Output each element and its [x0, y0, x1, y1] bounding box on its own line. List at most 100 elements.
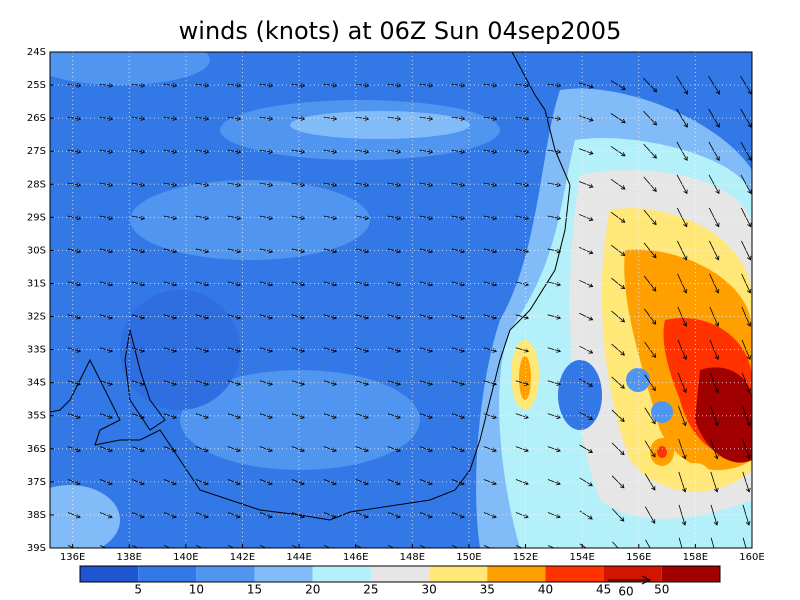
- wind-arrowhead: [364, 215, 370, 221]
- wind-arrowhead: [588, 183, 594, 188]
- wind-arrowhead: [682, 388, 687, 394]
- x-tick-label: 154E: [569, 552, 594, 563]
- x-tick-label: 158E: [683, 552, 708, 563]
- colorbar-label: 20: [305, 583, 320, 597]
- wind-arrowhead: [172, 149, 178, 155]
- wind-arrowhead: [588, 150, 594, 155]
- colorbar-bin: [545, 566, 604, 582]
- wind-arrowhead: [747, 222, 752, 228]
- y-tick-label: 29S: [27, 212, 46, 223]
- wind-arrowhead: [556, 182, 562, 188]
- colorbar: 5 10 15 20 25 30 35 40 45 50: [79, 565, 721, 597]
- colorbar-bin: [254, 566, 313, 582]
- wind-arrowhead: [236, 215, 242, 221]
- wind-arrowhead: [108, 83, 114, 88]
- colorbar-label: 10: [189, 583, 204, 597]
- wind-arrowhead: [651, 452, 656, 458]
- wind-arrowhead: [652, 120, 658, 126]
- chart-title: winds (knots) at 06Z Sun 04sep2005: [179, 17, 622, 45]
- x-tick-label: 150E: [456, 552, 481, 563]
- wind-arrowhead: [746, 454, 751, 460]
- colorbar-bin: [138, 566, 197, 582]
- wind-arrowhead: [683, 222, 688, 228]
- wind-arrowhead: [236, 116, 242, 121]
- wind-arrowhead: [556, 116, 562, 121]
- wind-arrowhead: [492, 116, 498, 121]
- wind-arrowhead: [140, 83, 146, 88]
- wind-arrowhead: [681, 487, 687, 493]
- colorbar-bin: [661, 566, 720, 582]
- x-tick-label: 146E: [343, 552, 368, 563]
- wind-arrowhead: [332, 149, 338, 155]
- y-tick-label: 39S: [27, 543, 46, 554]
- wind-arrowhead: [236, 149, 242, 155]
- colorbar-bin: [603, 566, 662, 582]
- wind-arrowhead: [268, 149, 274, 155]
- wind-arrowhead: [396, 182, 402, 188]
- y-tick-label: 38S: [27, 510, 46, 521]
- y-tick-label: 35S: [27, 411, 46, 422]
- wind-arrowhead: [682, 322, 688, 327]
- y-tick-label: 34S: [27, 378, 46, 389]
- wind-arrowhead: [747, 189, 752, 195]
- wind-arrowhead: [556, 83, 562, 88]
- colorbar-bin: [429, 566, 488, 582]
- wind-arrowhead: [715, 156, 720, 161]
- wind-arrowhead: [652, 253, 657, 259]
- wind-arrowhead: [746, 388, 751, 394]
- wind-arrowhead: [76, 149, 82, 155]
- y-tick-label: 31S: [27, 278, 46, 289]
- wind-arrowhead: [588, 415, 594, 420]
- y-tick-label: 30S: [27, 245, 46, 256]
- wind-arrowhead: [621, 118, 626, 124]
- wind-arrowhead: [682, 421, 687, 427]
- wind-arrowhead: [588, 481, 593, 487]
- reference-arrowhead: [641, 575, 652, 585]
- wind-arrowhead: [204, 215, 210, 221]
- wind-arrowhead: [364, 182, 370, 188]
- wind-arrowhead: [172, 215, 178, 221]
- wind-arrowhead: [588, 448, 594, 453]
- wind-arrowhead: [364, 149, 370, 155]
- wind-arrowhead: [140, 215, 146, 221]
- wind-arrowhead: [651, 353, 656, 358]
- wind-arrowhead: [108, 149, 114, 155]
- wind-arrowhead: [204, 116, 210, 121]
- wind-arrowhead: [652, 187, 657, 192]
- wind-arrowhead: [492, 83, 498, 88]
- wind-arrowhead: [681, 520, 687, 526]
- wind-arrowhead: [714, 388, 719, 394]
- wind-arrowhead: [651, 320, 657, 325]
- wind-arrowhead: [268, 182, 274, 188]
- wind-arrowhead: [746, 322, 752, 327]
- wind-arrowhead: [524, 149, 530, 155]
- wind-arrowhead: [396, 149, 402, 155]
- colorbar-label: 35: [480, 583, 495, 597]
- wind-arrowhead: [713, 520, 719, 526]
- wind-arrowhead: [620, 351, 625, 356]
- wind-arrowhead: [396, 215, 402, 221]
- wind-arrowhead: [364, 83, 370, 88]
- wind-arrowhead: [140, 116, 146, 121]
- wind-arrowhead: [396, 83, 402, 88]
- wind-arrowhead: [652, 87, 658, 93]
- wind-arrowhead: [714, 322, 720, 327]
- wind-arrowhead: [268, 215, 274, 221]
- wind-arrowhead: [620, 417, 625, 423]
- colorbar-label: 15: [247, 583, 262, 597]
- wind-arrowhead: [747, 156, 752, 161]
- colorbar-bin: [312, 566, 371, 582]
- wind-arrowhead: [620, 152, 626, 157]
- wind-arrowhead: [745, 487, 751, 493]
- wind-arrowhead: [300, 182, 306, 188]
- wind-arrowhead: [428, 116, 434, 121]
- wind-arrowhead: [652, 220, 657, 226]
- wind-arrowhead: [620, 251, 626, 256]
- wind-arrowhead: [746, 421, 751, 427]
- wind-arrowhead: [683, 189, 688, 195]
- wind-arrowhead: [714, 554, 718, 558]
- colorbar-label: 25: [363, 583, 378, 597]
- y-tick-label: 36S: [27, 444, 46, 455]
- wind-arrowhead: [460, 116, 466, 121]
- wind-arrowhead: [236, 182, 242, 188]
